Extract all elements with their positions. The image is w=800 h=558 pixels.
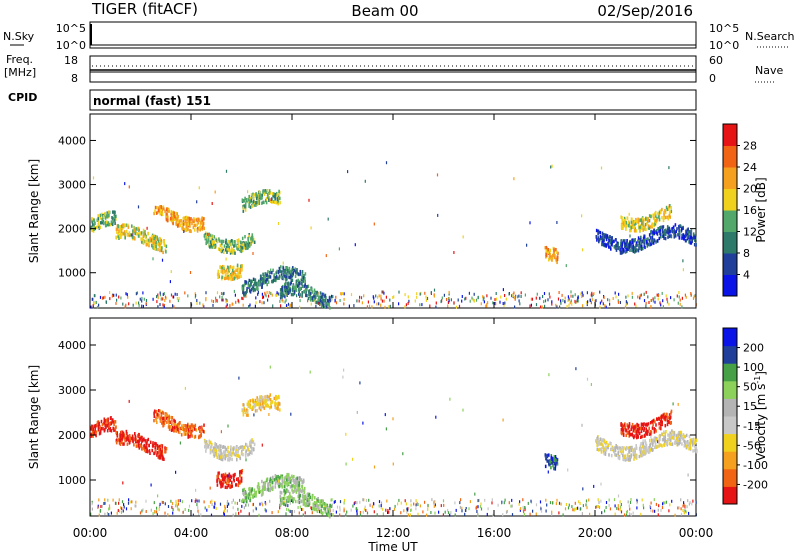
echo-region: [115, 223, 167, 254]
y-axis-label: Slant Range [km]: [27, 365, 41, 469]
nsky-tick-top-left: 10^5: [56, 22, 86, 35]
colorbar-label: Velocity [m s-1]: [753, 371, 768, 461]
colorbar-segment: [723, 167, 737, 189]
y-tick-label: 2000: [58, 429, 86, 442]
x-tick-label: 12:00: [376, 526, 411, 540]
freq-label-1: Freq.: [6, 53, 33, 66]
colorbar-segment: [723, 210, 737, 232]
radar-title: TIGER (fitACF): [91, 0, 198, 18]
y-axis-label: Slant Range [km]: [27, 159, 41, 263]
colorbar-segment: [723, 398, 737, 416]
nsky-label: N.Sky: [3, 30, 35, 43]
x-tick-label: 00:00: [73, 526, 108, 540]
nave-tick-bottom-right: 0: [709, 72, 716, 85]
echo-region: [242, 393, 281, 417]
panel-frame: [90, 114, 696, 308]
x-tick-label: 08:00: [275, 526, 310, 540]
colorbar-segment: [723, 189, 737, 211]
freq-strip: Freq. [MHz] 18 8 60 0 Nave: [4, 53, 783, 85]
echo-region: [545, 453, 559, 470]
y-tick-label: 2000: [58, 223, 86, 236]
echo-region: [204, 232, 256, 255]
cpid-label: CPID: [8, 91, 37, 104]
echo-region: [242, 473, 306, 503]
nsky-tick-top-right: 10^5: [709, 22, 739, 35]
x-tick-label: 00:00: [679, 526, 714, 540]
colorbar-tick-label: -200: [743, 478, 768, 491]
colorbar-segment: [723, 434, 737, 452]
colorbar-tick-label: 28: [743, 140, 757, 153]
freq-label-2: [MHz]: [4, 66, 36, 79]
nsky-tick-bottom-left: 10^0: [56, 39, 86, 52]
echo-region: [216, 469, 243, 489]
colorbar-segment: [723, 328, 737, 346]
echo-region: [91, 210, 117, 232]
y-tick-label: 3000: [58, 179, 86, 192]
colorbar-segment: [723, 275, 737, 297]
isolated-echoes: [122, 366, 689, 498]
y-tick-label: 3000: [58, 384, 86, 397]
colorbar-segment: [723, 346, 737, 364]
nave-label: Nave: [755, 64, 783, 77]
x-axis-label: Time UT: [367, 540, 418, 554]
echo-region: [115, 430, 167, 461]
x-tick-label: 16:00: [477, 526, 512, 540]
time-axis: 00:00 04:00 08:00 12:00 16:00 20:00 00:00: [73, 526, 714, 540]
power-panel: 1000 2000 3000 4000 Slant Range [km]: [27, 114, 697, 310]
x-tick-label: 04:00: [174, 526, 209, 540]
colorbar-segment: [723, 363, 737, 381]
echo-region: [545, 246, 559, 264]
colorbar-tick-label: 24: [743, 161, 757, 174]
beam-title: Beam 00: [351, 2, 418, 20]
colorbar-segment: [723, 146, 737, 168]
near-range-echoes: [90, 290, 696, 308]
colorbar-segment: [723, 486, 737, 504]
colorbar-label: Power [dB]: [754, 177, 768, 242]
freq-tick-top-left: 18: [64, 54, 78, 67]
echo-region: [620, 204, 672, 233]
colorbar-segment: [723, 381, 737, 399]
echo-region: [153, 205, 205, 233]
nsky-tick-bottom-right: 10^0: [709, 39, 739, 52]
x-tick-label: 20:00: [578, 526, 613, 540]
date-title: 02/Sep/2016: [597, 2, 693, 20]
y-tick-label: 1000: [58, 267, 86, 280]
velocity-panel: 1000 2000 3000 4000 Slant Range [km]: [27, 318, 698, 519]
nave-tick-top-right: 60: [709, 54, 723, 67]
colorbar-segment: [723, 416, 737, 434]
echo-region: [280, 281, 331, 310]
echo-region: [204, 438, 256, 461]
panel-frame: [90, 318, 696, 516]
y-tick-label: 4000: [58, 134, 86, 147]
colorbar-tick-label: 200: [743, 342, 764, 355]
near-range-echoes: [90, 498, 697, 517]
nsky-strip: N.Sky 10^5 10^0 10^5 10^0 N.Search: [3, 22, 795, 52]
freq-tick-bottom-left: 8: [71, 72, 78, 85]
cpid-mode: normal (fast) 151: [93, 94, 211, 108]
colorbar-segment: [723, 451, 737, 469]
colorbar-tick-label: 8: [743, 247, 750, 260]
y-tick-label: 1000: [58, 474, 86, 487]
echo-region: [217, 264, 243, 282]
echo-region: [153, 409, 205, 439]
colorbar-segment: [723, 253, 737, 275]
y-tick-label: 4000: [58, 339, 86, 352]
colorbar-segment: [723, 469, 737, 487]
nsearch-label: N.Search: [745, 30, 795, 43]
cpid-strip: CPID normal (fast) 151: [8, 90, 696, 110]
colorbar-tick-label: 4: [743, 269, 750, 282]
colorbar-segment: [723, 232, 737, 254]
colorbar-segment: [723, 124, 737, 146]
